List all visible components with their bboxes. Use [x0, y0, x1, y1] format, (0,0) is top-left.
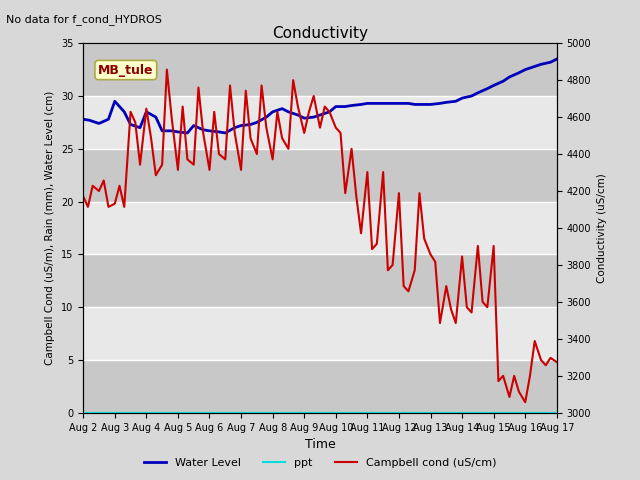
Text: No data for f_cond_HYDROS: No data for f_cond_HYDROS — [6, 14, 163, 25]
X-axis label: Time: Time — [305, 438, 335, 451]
Bar — [83, 360, 557, 413]
Y-axis label: Conductivity (uS/cm): Conductivity (uS/cm) — [596, 173, 607, 283]
Bar — [83, 202, 557, 254]
Legend: Water Level, ppt, Campbell cond (uS/cm): Water Level, ppt, Campbell cond (uS/cm) — [140, 453, 500, 472]
Bar — [83, 149, 557, 202]
Bar — [83, 43, 557, 96]
Bar — [83, 96, 557, 149]
Y-axis label: Campbell Cond (uS/m), Rain (mm), Water Level (cm): Campbell Cond (uS/m), Rain (mm), Water L… — [45, 91, 56, 365]
Bar — [83, 307, 557, 360]
Bar — [83, 254, 557, 307]
Title: Conductivity: Conductivity — [272, 25, 368, 41]
Text: MB_tule: MB_tule — [98, 63, 154, 76]
